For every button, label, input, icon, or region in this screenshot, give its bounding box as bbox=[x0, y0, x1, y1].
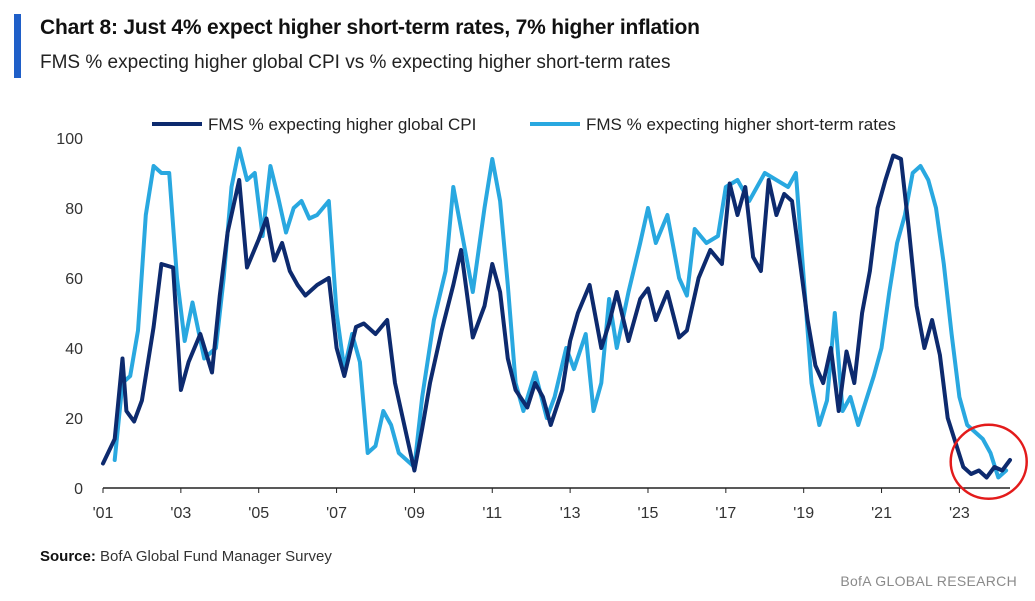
y-tick-label: 40 bbox=[65, 341, 83, 358]
y-tick-label: 0 bbox=[74, 481, 83, 498]
x-tick-label: '07 bbox=[326, 505, 347, 522]
y-tick-label: 20 bbox=[65, 411, 83, 428]
source-note: Source: BofA Global Fund Manager Survey bbox=[40, 548, 332, 565]
line-chart: 0 20 40 60 80 100 '01 '03 '05 '07 '09 '11 '13 '15 '17 '… bbox=[56, 115, 1028, 522]
x-tick-label: '09 bbox=[404, 505, 425, 522]
x-tick-label: '11 bbox=[482, 505, 502, 522]
x-tick-label: '03 bbox=[170, 505, 191, 522]
x-tick-label: '01 bbox=[93, 505, 114, 522]
legend-item-short-term-rates-label: FMS % expecting higher short-term rates bbox=[586, 115, 896, 134]
series-line-short-term-rates bbox=[112, 146, 1009, 480]
y-tick-label: 60 bbox=[65, 271, 83, 288]
highlight-circle bbox=[949, 423, 1028, 500]
x-tick-label: '15 bbox=[638, 505, 659, 522]
chart-subtitle: FMS % expecting higher global CPI vs % e… bbox=[40, 52, 671, 73]
x-tick-label: '19 bbox=[793, 505, 814, 522]
chart-title: Chart 8: Just 4% expect higher short-ter… bbox=[40, 16, 700, 39]
x-tick-label: '13 bbox=[560, 505, 581, 522]
source-text: BofA Global Fund Manager Survey bbox=[100, 548, 332, 565]
x-tick-label: '21 bbox=[871, 505, 892, 522]
x-tick-label: '05 bbox=[248, 505, 269, 522]
x-tick-label: '23 bbox=[949, 505, 970, 522]
title-accent-bar bbox=[14, 14, 21, 78]
brand-label: BofA GLOBAL RESEARCH bbox=[840, 573, 1017, 589]
y-tick-label: 80 bbox=[65, 201, 83, 218]
y-tick-label: 100 bbox=[56, 131, 83, 148]
series-line-cpi bbox=[101, 153, 1012, 480]
x-tick-label: '17 bbox=[715, 505, 736, 522]
source-label: Source: bbox=[40, 548, 96, 565]
legend-item-cpi-label: FMS % expecting higher global CPI bbox=[208, 115, 476, 134]
